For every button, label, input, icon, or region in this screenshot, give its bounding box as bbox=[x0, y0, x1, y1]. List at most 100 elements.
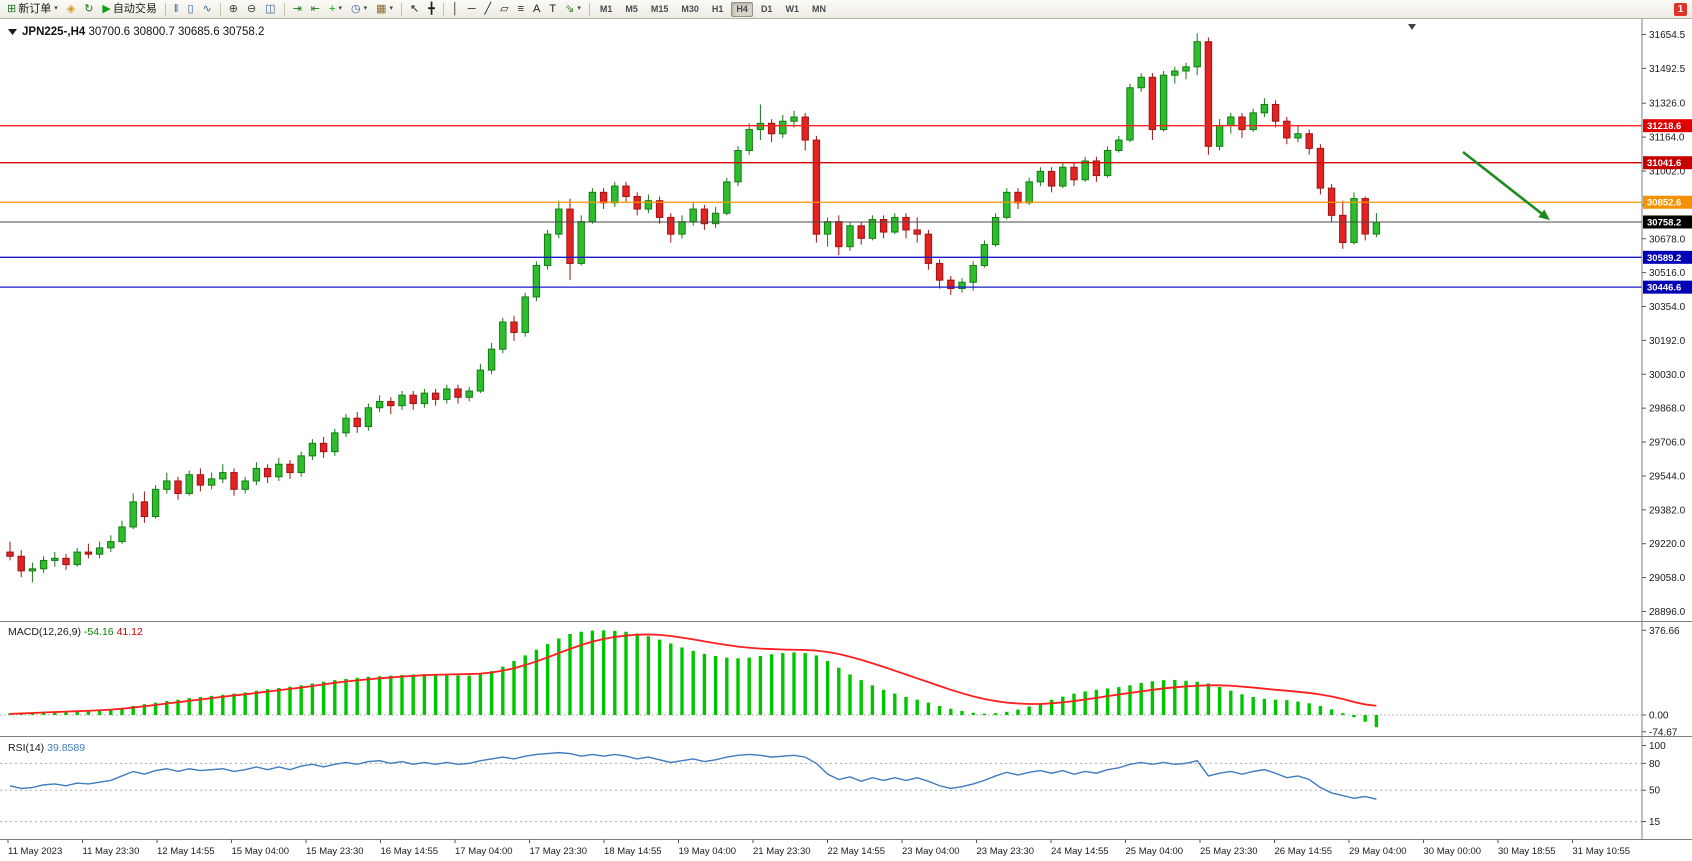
candle bbox=[51, 552, 59, 567]
candle bbox=[1159, 71, 1168, 132]
candle bbox=[1305, 129, 1313, 155]
data-refresh-button[interactable]: ↻ bbox=[80, 1, 97, 17]
zoom-in-button[interactable]: ⊕ bbox=[225, 1, 242, 17]
bar-chart-icon: ‖ bbox=[173, 3, 179, 15]
rsi-axis-label: 15 bbox=[1649, 817, 1661, 828]
candle bbox=[924, 229, 933, 270]
candle bbox=[1350, 192, 1358, 245]
notification-badge[interactable]: 1 bbox=[1674, 2, 1687, 16]
arrows-icon: ⇘ bbox=[565, 3, 575, 15]
templates-button[interactable]: ▦ ▾ bbox=[372, 1, 397, 17]
timeframe-h4-button[interactable]: H4 bbox=[731, 1, 753, 17]
price-axis-label: 29382.0 bbox=[1649, 505, 1686, 516]
time-axis-label: 25 May 04:00 bbox=[1126, 846, 1184, 857]
timeframe-m1-button[interactable]: M1 bbox=[595, 2, 618, 17]
cursor-button[interactable]: ↖ bbox=[406, 1, 423, 17]
rsi-line bbox=[9, 751, 1377, 800]
candle bbox=[129, 493, 137, 530]
timeframe-h1-button[interactable]: H1 bbox=[707, 2, 729, 17]
svg-text:30446.6: 30446.6 bbox=[1647, 283, 1681, 294]
chart-title: JPN225-,H4 30700.6 30800.7 30685.6 30758… bbox=[22, 26, 264, 38]
candle bbox=[980, 240, 989, 268]
horizontal-line-button[interactable]: ─ bbox=[464, 1, 480, 17]
candle bbox=[252, 462, 261, 486]
zoom-out-button[interactable]: ⊖ bbox=[243, 1, 260, 17]
auto-scroll-button[interactable]: ⇥ bbox=[289, 1, 306, 17]
macd-axis-label: -74.67 bbox=[1649, 727, 1678, 738]
candle bbox=[364, 403, 373, 431]
timeframe-w1-button[interactable]: W1 bbox=[780, 2, 804, 17]
candle bbox=[644, 194, 653, 214]
line-chart-button[interactable]: ∿ bbox=[199, 1, 216, 17]
candle bbox=[39, 556, 48, 573]
time-axis-label: 18 May 14:55 bbox=[604, 846, 662, 857]
time-axis-label: 15 May 23:30 bbox=[306, 846, 364, 857]
time-axis-label: 29 May 04:00 bbox=[1349, 846, 1407, 857]
timeframe-m30-button[interactable]: M30 bbox=[676, 2, 704, 17]
periods-button[interactable]: ◷ ▾ bbox=[347, 1, 371, 17]
zoom-out-icon: ⊖ bbox=[246, 3, 257, 15]
candle bbox=[1047, 167, 1056, 193]
rsi-axis-label: 50 bbox=[1649, 786, 1661, 797]
candle bbox=[1271, 100, 1280, 128]
time-axis-label: 22 May 14:55 bbox=[828, 846, 886, 857]
toolbar-separator bbox=[164, 2, 166, 16]
vertical-line-button[interactable]: │ bbox=[448, 1, 463, 17]
rsi-axis-label: 100 bbox=[1649, 741, 1666, 752]
indicators-button[interactable]: + ▾ bbox=[325, 1, 346, 17]
candle bbox=[1103, 146, 1112, 178]
market-watch-button[interactable]: ◈ bbox=[63, 1, 79, 17]
svg-text:30589.2: 30589.2 bbox=[1647, 253, 1681, 264]
timeframe-m15-button[interactable]: M15 bbox=[646, 2, 674, 17]
candle bbox=[532, 261, 541, 302]
fibonacci-button[interactable]: ≡ bbox=[514, 1, 528, 17]
candle bbox=[185, 470, 193, 496]
text-button[interactable]: A bbox=[529, 1, 544, 17]
time-axis-label: 12 May 14:55 bbox=[157, 846, 215, 857]
candle bbox=[308, 439, 317, 461]
price-axis-label: 30030.0 bbox=[1649, 370, 1686, 381]
trend-arrow[interactable] bbox=[1462, 150, 1547, 219]
candle bbox=[465, 386, 473, 402]
candle bbox=[17, 549, 25, 578]
time-axis-label: 11 May 2023 bbox=[8, 846, 62, 857]
candle bbox=[947, 275, 955, 295]
one-click-trading-toggle[interactable] bbox=[8, 29, 17, 35]
arrows-button[interactable]: ⇘ ▾ bbox=[561, 1, 585, 17]
channel-button[interactable]: ▱ bbox=[496, 1, 512, 17]
text-label-button[interactable]: T bbox=[545, 1, 560, 17]
autotrading-button[interactable]: ▶ 自动交易 bbox=[98, 1, 160, 17]
chart-area: 31654.531492.531326.031164.031002.030840… bbox=[0, 19, 1692, 861]
timeframe-mn-button[interactable]: MN bbox=[807, 2, 831, 17]
candlestick-chart-button[interactable]: ▯ bbox=[183, 1, 197, 17]
text-label-icon: T bbox=[549, 3, 557, 15]
candle bbox=[655, 196, 664, 224]
macd-signal-line bbox=[9, 633, 1377, 715]
bar-chart-button[interactable]: ‖ bbox=[170, 1, 183, 17]
price-axis-label: 29706.0 bbox=[1649, 438, 1686, 449]
candle bbox=[174, 476, 182, 500]
candle bbox=[700, 204, 709, 230]
chart-shift-button[interactable]: ⇤ bbox=[307, 1, 324, 17]
horizontal-line-icon: ─ bbox=[467, 3, 476, 15]
candle bbox=[1182, 62, 1190, 80]
new-order-button[interactable]: ⊞ 新订单 ▾ bbox=[3, 1, 62, 17]
trendline-button[interactable]: ╱ bbox=[481, 1, 496, 17]
candle bbox=[1081, 156, 1089, 182]
caret-down-icon: ▾ bbox=[54, 5, 58, 12]
candle bbox=[241, 476, 249, 494]
candle bbox=[476, 363, 485, 394]
tile-windows-button[interactable]: ◫ bbox=[261, 1, 279, 17]
new-order-icon: ⊞ bbox=[7, 3, 17, 15]
timeframe-m5-button[interactable]: M5 bbox=[620, 2, 643, 17]
price-axis-label: 31164.0 bbox=[1649, 133, 1685, 144]
candle bbox=[73, 547, 81, 567]
candle bbox=[935, 259, 944, 289]
candle bbox=[991, 213, 1000, 247]
chart-shift-marker[interactable] bbox=[1408, 24, 1416, 30]
crosshair-button[interactable]: ╋ bbox=[424, 1, 439, 17]
time-axis-label: 23 May 04:00 bbox=[902, 846, 960, 857]
candle bbox=[767, 119, 776, 143]
timeframe-d1-button[interactable]: D1 bbox=[756, 2, 778, 17]
candle bbox=[1249, 108, 1257, 132]
